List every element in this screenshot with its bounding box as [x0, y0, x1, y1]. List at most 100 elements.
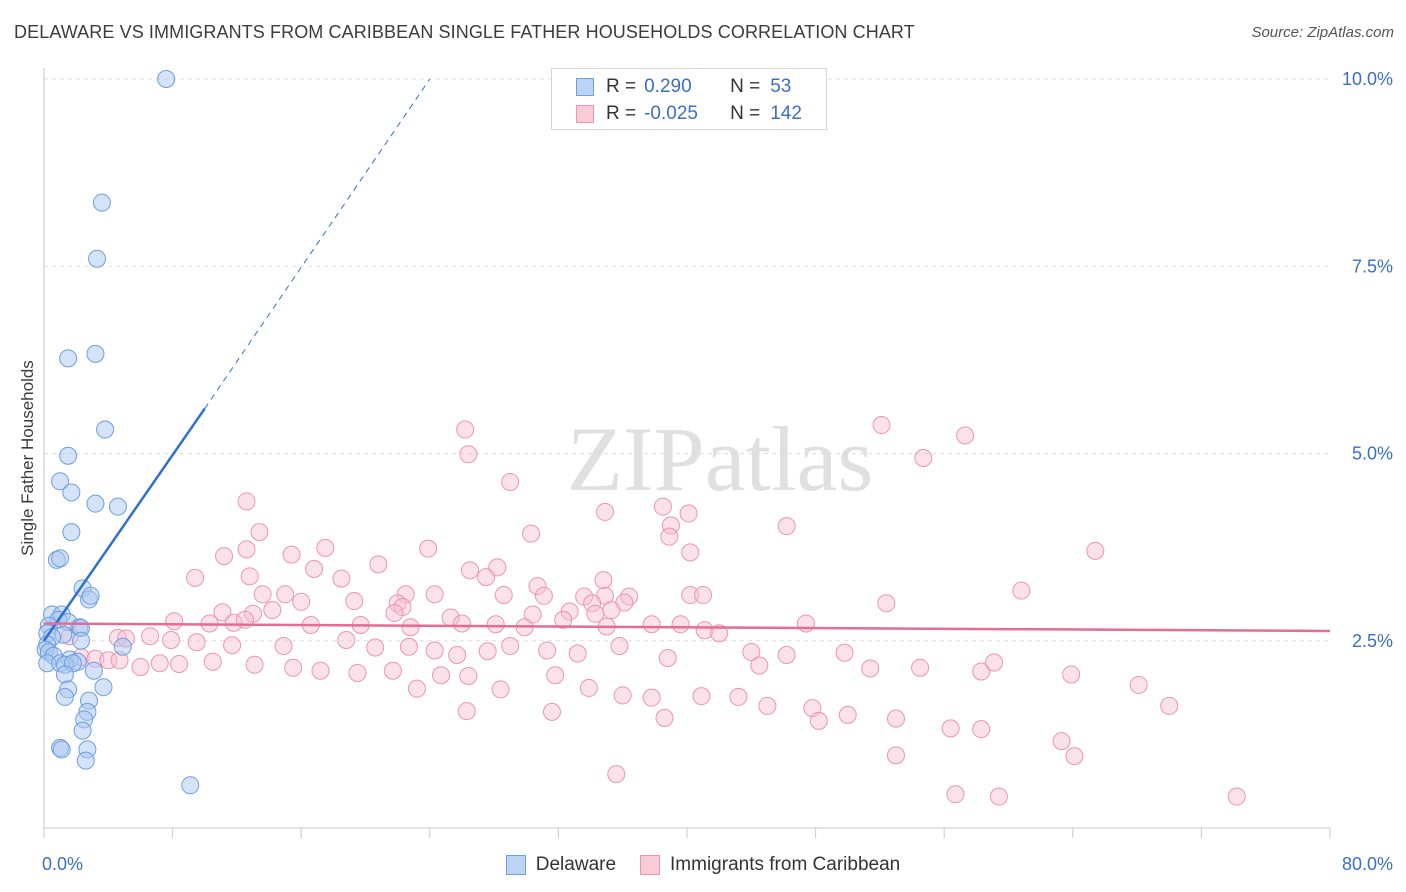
- caribbean-point: [861, 659, 880, 678]
- caribbean-point: [911, 658, 930, 677]
- legend-item-caribbean[interactable]: Immigrants from Caribbean: [640, 854, 900, 876]
- delaware-point: [88, 249, 107, 268]
- legend-row-delaware: R = 0.290 N = 53: [576, 76, 791, 98]
- caribbean-point: [237, 540, 256, 559]
- caribbean-point: [399, 637, 418, 656]
- delaware-point: [92, 193, 111, 212]
- caribbean-point: [419, 539, 438, 558]
- caribbean-point: [274, 636, 293, 655]
- y-tick-label: 7.5%: [1352, 256, 1393, 276]
- caribbean-point: [872, 416, 891, 435]
- delaware-point: [86, 344, 105, 363]
- caribbean-point: [1129, 675, 1148, 694]
- caribbean-point: [284, 658, 303, 677]
- caribbean-point: [385, 604, 404, 623]
- caribbean-point: [750, 656, 769, 675]
- legend-r-label: R =: [606, 76, 637, 97]
- caribbean-point: [345, 592, 364, 611]
- caribbean-point: [213, 603, 232, 622]
- caribbean-point: [383, 661, 402, 680]
- caribbean-point: [477, 568, 496, 587]
- caribbean-point: [486, 615, 505, 634]
- legend-swatch-caribbean: [640, 855, 661, 875]
- caribbean-point: [311, 661, 330, 680]
- legend-label-caribbean: Immigrants from Caribbean: [670, 854, 901, 875]
- series-delaware-points: [36, 70, 200, 795]
- delaware-point: [62, 483, 81, 502]
- caribbean-point: [528, 577, 547, 596]
- caribbean-point: [491, 680, 510, 699]
- legend-n-value: 53: [770, 76, 792, 97]
- caribbean-point: [253, 585, 272, 604]
- caribbean-point: [425, 641, 444, 660]
- caribbean-point: [886, 709, 905, 728]
- caribbean-point: [946, 785, 965, 804]
- series-legend: Delaware Immigrants from Caribbean: [0, 852, 1406, 878]
- legend-item-delaware[interactable]: Delaware: [505, 854, 617, 876]
- delaware-point: [181, 776, 200, 795]
- delaware-point: [55, 687, 74, 706]
- caribbean-point: [1086, 541, 1105, 560]
- caribbean-point: [425, 585, 444, 604]
- caribbean-point: [777, 645, 796, 664]
- caribbean-point: [224, 613, 243, 632]
- caribbean-point: [653, 497, 672, 516]
- caribbean-point: [758, 696, 777, 715]
- caribbean-point: [131, 657, 150, 676]
- delaware-point: [76, 751, 95, 770]
- y-tick-label: 2.5%: [1352, 631, 1393, 651]
- caribbean-point: [522, 524, 541, 543]
- delaware-trend-extension: [204, 78, 431, 409]
- caribbean-point: [263, 601, 282, 620]
- caribbean-point: [332, 569, 351, 588]
- caribbean-point: [681, 543, 700, 562]
- stats-legend: R = 0.290 N = 53 R = -0.025 N = 142: [551, 68, 827, 130]
- delaware-point: [55, 665, 74, 684]
- caribbean-point: [337, 631, 356, 650]
- chart-source: Source: ZipAtlas.com: [1251, 24, 1394, 41]
- legend-label-delaware: Delaware: [535, 854, 617, 875]
- caribbean-point: [671, 615, 690, 634]
- caribbean-point: [586, 604, 605, 623]
- chart-title: DELAWARE VS IMMIGRANTS FROM CARIBBEAN SI…: [14, 22, 915, 42]
- caribbean-point: [886, 746, 905, 765]
- caribbean-point: [250, 523, 269, 542]
- caribbean-point: [538, 641, 557, 660]
- legend-row-caribbean: R = -0.025 N = 142: [576, 103, 802, 125]
- caribbean-point: [796, 614, 815, 633]
- caribbean-point: [579, 678, 598, 697]
- caribbean-point: [941, 719, 960, 738]
- caribbean-point: [583, 594, 602, 613]
- legend-n-label: N =: [730, 76, 761, 97]
- legend-n-value: 142: [770, 103, 802, 124]
- delaware-point: [73, 721, 92, 740]
- caribbean-point: [1227, 787, 1246, 806]
- caribbean-point: [658, 648, 677, 667]
- x-tick-label-max: 80.0%: [1342, 854, 1393, 874]
- caribbean-point: [457, 702, 476, 721]
- delaware-point: [108, 497, 127, 516]
- caribbean-point: [642, 615, 661, 634]
- caribbean-point: [478, 642, 497, 661]
- caribbean-point: [215, 547, 234, 566]
- delaware-point: [113, 637, 132, 656]
- caribbean-point: [602, 601, 621, 620]
- caribbean-point: [695, 621, 714, 640]
- caribbean-point: [972, 662, 991, 681]
- caribbean-point: [1065, 747, 1084, 766]
- delaware-point: [52, 740, 71, 759]
- caribbean-point: [660, 527, 679, 546]
- caribbean-point: [1062, 665, 1081, 684]
- caribbean-point: [401, 618, 420, 637]
- delaware-point: [51, 472, 70, 491]
- caribbean-point: [1012, 581, 1031, 600]
- caribbean-point: [956, 426, 975, 445]
- caribbean-point: [282, 545, 301, 564]
- caribbean-point: [186, 568, 205, 587]
- caribbean-point: [594, 571, 613, 590]
- caribbean-point: [432, 666, 451, 685]
- caribbean-point: [494, 586, 513, 605]
- caribbean-point: [607, 765, 626, 784]
- trend-lines: [42, 78, 1331, 642]
